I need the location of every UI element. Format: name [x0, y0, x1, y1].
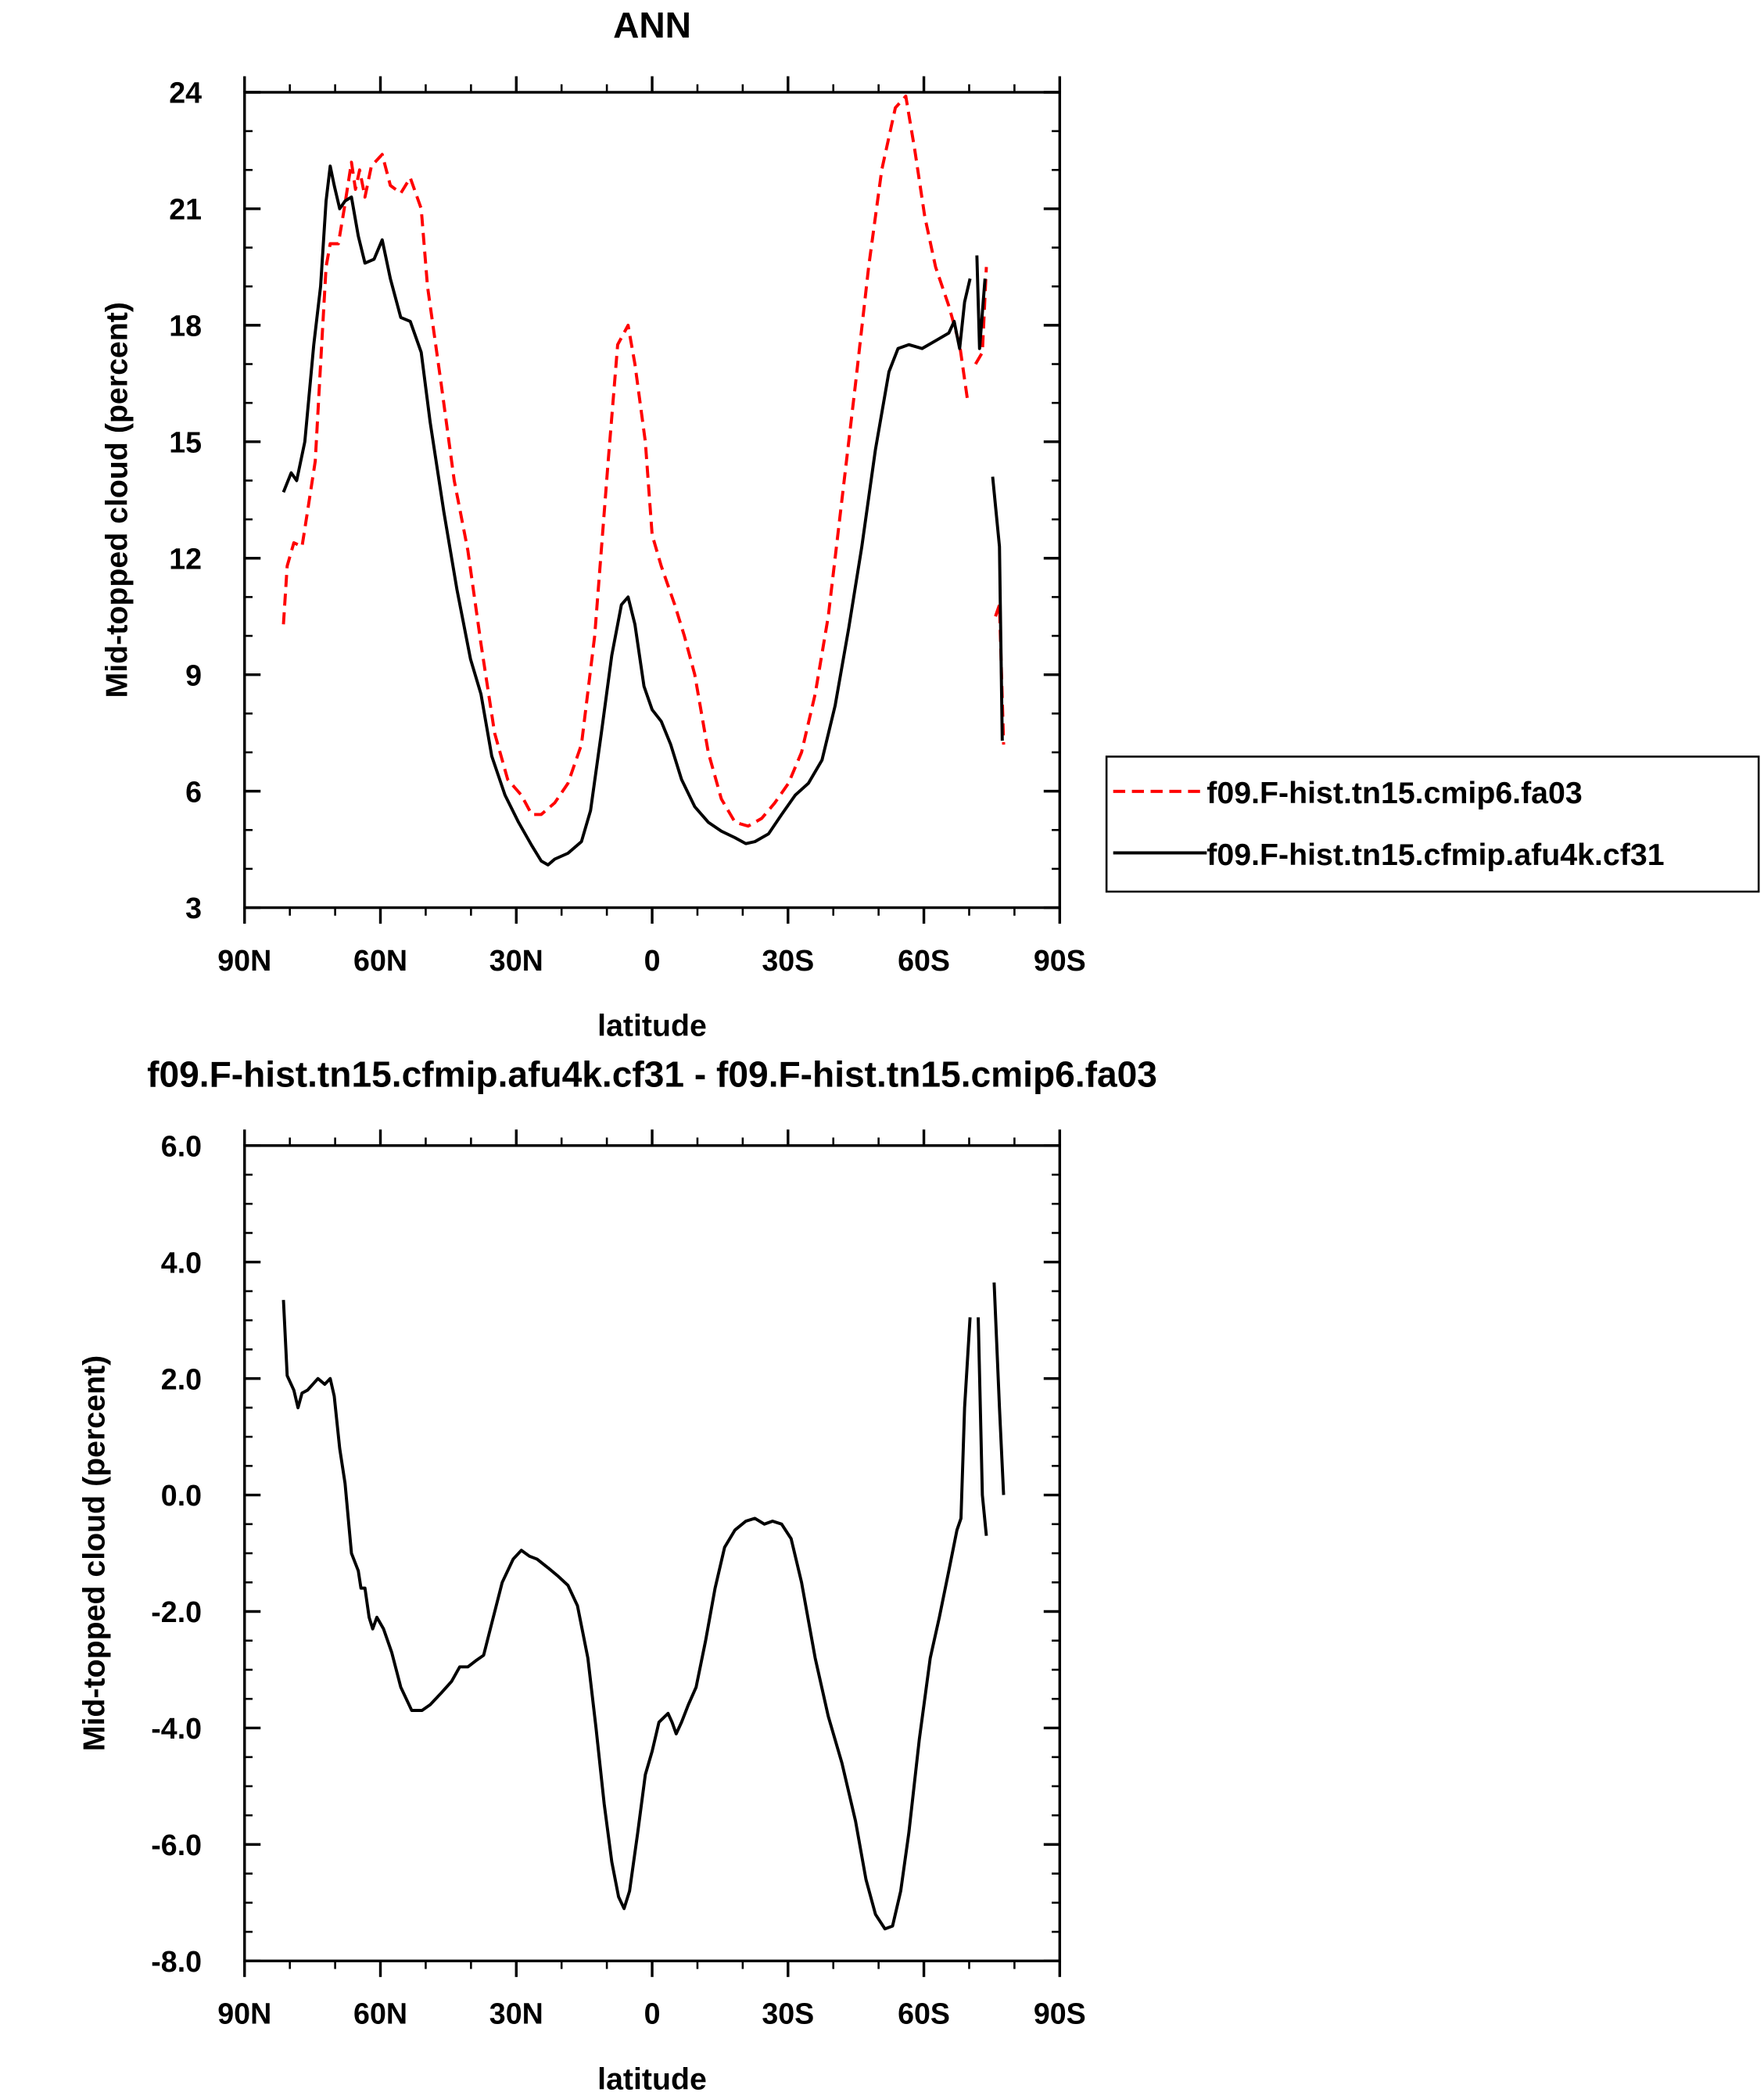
- series-line-1: [281, 164, 1004, 867]
- x-tick-label: 30S: [762, 1997, 814, 2030]
- panel-ann: ANN 3 6 9 12 15 18 21 24 90N 60N 30N 0 30S 60S 90S latit…: [99, 5, 1760, 1043]
- panel-difference: f09.F-hist.tn15.cfmip.afu4k.cf31 - f09.F…: [77, 1054, 1157, 2096]
- y-tick-label: 2.0: [161, 1362, 202, 1395]
- y-tick-label: -2.0: [151, 1595, 202, 1628]
- x-tick-label: 0: [644, 944, 661, 977]
- y-tick-label: -6.0: [151, 1829, 202, 1861]
- x-tick-label: 60N: [353, 1997, 407, 2030]
- legend-label-0: f09.F-hist.tn15.cmip6.fa03: [1206, 776, 1582, 810]
- y-tick-label: 6.0: [161, 1129, 202, 1162]
- y-tick-label: 9: [185, 659, 202, 691]
- series-line-0: [281, 94, 1006, 828]
- x-tick-label: 30N: [489, 944, 543, 977]
- y-axis-label: Mid-topped cloud (percent): [99, 302, 134, 698]
- x-tick-label: 30N: [489, 1997, 543, 2030]
- legend-box: [1105, 755, 1760, 893]
- x-tick-label: 60N: [353, 944, 407, 977]
- y-tick-label: 0.0: [161, 1479, 202, 1512]
- chart-title: ANN: [613, 5, 691, 45]
- plot-frame: [243, 91, 1062, 910]
- y-tick-label: 24: [169, 77, 202, 109]
- x-tick-label: 90S: [1034, 944, 1086, 977]
- x-tick-label: 0: [644, 1997, 661, 2030]
- y-tick-label: -8.0: [151, 1945, 202, 1978]
- y-tick-label: -4.0: [151, 1712, 202, 1745]
- x-axis-label: latitude: [597, 1009, 707, 1043]
- legend-label-1: f09.F-hist.tn15.cfmip.afu4k.cf31: [1206, 838, 1664, 872]
- y-tick-label: 4.0: [161, 1246, 202, 1279]
- y-tick-label: 15: [169, 425, 202, 458]
- x-tick-label: 90N: [217, 944, 271, 977]
- y-tick-label: 12: [169, 542, 202, 575]
- y-tick-label: 21: [169, 193, 202, 226]
- x-tick-label: 90S: [1034, 1997, 1086, 2030]
- y-tick-label: 6: [185, 775, 202, 808]
- x-tick-label: 90N: [217, 1997, 271, 2030]
- plot-frame: [243, 1144, 1062, 1963]
- y-tick-label: 3: [185, 892, 202, 924]
- y-axis-label: Mid-topped cloud (percent): [77, 1355, 111, 1751]
- x-tick-label: 60S: [898, 1997, 950, 2030]
- legend: f09.F-hist.tn15.cmip6.fa03 f09.F-hist.tn1…: [1105, 755, 1760, 893]
- x-axis-label: latitude: [597, 2062, 707, 2096]
- x-tick-label: 60S: [898, 944, 950, 977]
- x-tick-label: 30S: [762, 944, 814, 977]
- series-line-0: [281, 1282, 1006, 1931]
- y-tick-label: 18: [169, 310, 202, 343]
- chart-title: f09.F-hist.tn15.cfmip.afu4k.cf31 - f09.F…: [147, 1054, 1157, 1095]
